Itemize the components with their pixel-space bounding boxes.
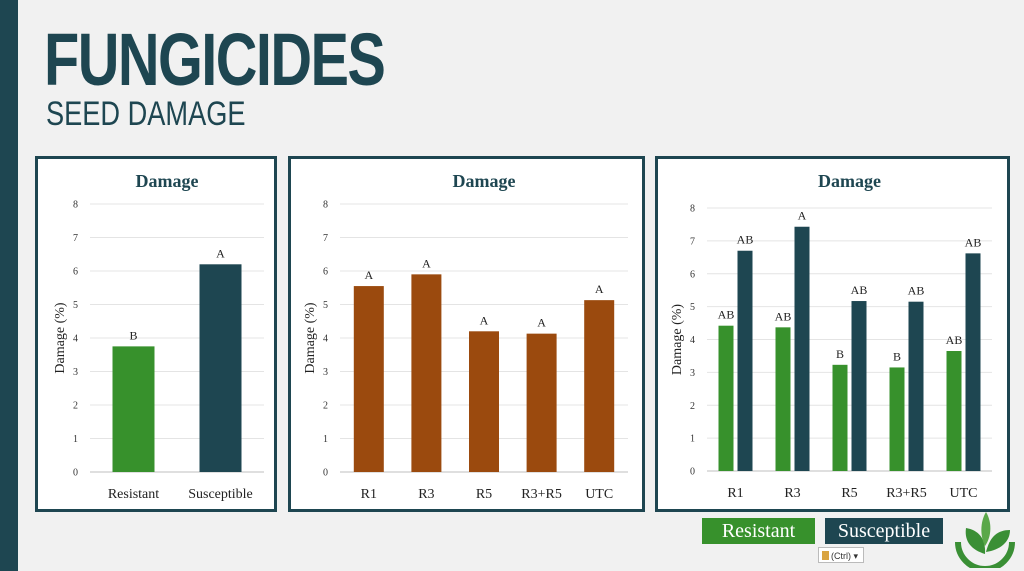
paste-options-label: (Ctrl) — [831, 551, 851, 561]
legend-resistant: Resistant — [702, 518, 815, 544]
leaf-logo-icon — [955, 512, 1015, 568]
bar — [946, 351, 962, 471]
data-label: A — [364, 268, 373, 282]
bar — [411, 274, 442, 472]
y-tick-label: 0 — [323, 468, 328, 479]
y-tick-label: 4 — [73, 334, 78, 345]
x-tick-label: R1 — [727, 486, 743, 501]
y-tick-label: 7 — [690, 236, 695, 247]
y-tick-label: 0 — [690, 467, 695, 478]
data-label: AB — [965, 235, 982, 249]
chart-svg: Damage 0 1 2 3 4 5 6 7 8 Damage (%) R1 A R3 A R5 A R3+R5 A… — [303, 171, 628, 502]
data-label: AB — [946, 333, 963, 347]
paste-options-button[interactable]: (Ctrl) ▾ — [818, 547, 864, 563]
legend-susceptible: Susceptible — [825, 518, 943, 544]
bar — [851, 301, 867, 471]
y-tick-label: 6 — [73, 267, 78, 278]
data-label: A — [595, 282, 604, 296]
y-tick-label: 5 — [690, 302, 695, 313]
y-tick-label: 1 — [323, 434, 328, 445]
chart-title: Damage — [136, 171, 199, 191]
chart-title: Damage — [453, 171, 516, 191]
chart-svg: Damage 0 1 2 3 4 5 6 7 8 Damage (%) Resistant B Susce… — [53, 171, 264, 502]
bar — [775, 327, 791, 471]
y-tick-label: 8 — [73, 200, 78, 211]
y-tick-label: 8 — [690, 204, 695, 215]
bar — [737, 250, 753, 471]
bar — [718, 325, 734, 471]
y-tick-label: 3 — [73, 367, 78, 378]
chart-title: Damage — [818, 171, 881, 191]
page-subtitle: SEED DAMAGE — [46, 95, 246, 133]
x-tick-label: R5 — [841, 486, 857, 501]
y-tick-label: 4 — [690, 335, 695, 346]
y-tick-label: 8 — [323, 200, 328, 211]
data-label: AB — [737, 233, 754, 247]
chart-panel-timing: Damage 0 1 2 3 4 5 6 7 8 Damage (%) R1 A R3 A R5 A R3+R5 A… — [288, 156, 645, 512]
data-label: B — [129, 328, 137, 342]
y-tick-label: 3 — [323, 367, 328, 378]
data-label: A — [537, 316, 546, 330]
y-axis-label: Damage (%) — [303, 302, 318, 373]
y-tick-label: 6 — [690, 269, 695, 280]
bar — [794, 226, 810, 471]
x-tick-label: R3+R5 — [886, 486, 927, 501]
y-tick-label: 7 — [73, 233, 78, 244]
data-label: AB — [908, 284, 925, 298]
x-tick-label: R5 — [476, 487, 492, 502]
y-axis-label: Damage (%) — [53, 302, 68, 373]
bar — [965, 253, 981, 471]
x-tick-label: R3+R5 — [521, 487, 562, 502]
bar — [353, 286, 384, 472]
data-label: A — [798, 209, 807, 223]
x-tick-label: R3 — [784, 486, 800, 501]
y-tick-label: 5 — [323, 300, 328, 311]
page-title: FUNGICIDES — [44, 18, 386, 101]
bar — [832, 364, 848, 471]
x-tick-label: Susceptible — [188, 487, 253, 502]
chart-panel-cultivar: Damage 0 1 2 3 4 5 6 7 8 Damage (%) Resistant B Susce… — [35, 156, 277, 512]
y-tick-label: 2 — [690, 401, 695, 412]
data-label: AB — [718, 308, 735, 322]
bar — [199, 264, 242, 472]
x-tick-label: UTC — [585, 487, 613, 502]
y-tick-label: 2 — [73, 401, 78, 412]
bar — [469, 331, 499, 472]
data-label: A — [422, 256, 431, 270]
bar — [526, 333, 557, 472]
data-label: B — [836, 347, 844, 361]
x-tick-label: R1 — [361, 487, 377, 502]
y-tick-label: 4 — [323, 334, 328, 345]
left-accent-bar — [0, 0, 18, 571]
y-tick-label: 5 — [73, 300, 78, 311]
y-tick-label: 7 — [323, 233, 328, 244]
chart-panel-interaction: Damage 0 1 2 3 4 5 6 7 8 Damage (%) R1 AB AB R3 AB A R5 B A… — [655, 156, 1010, 512]
y-tick-label: 1 — [73, 434, 78, 445]
data-label: AB — [851, 283, 868, 297]
bar — [889, 367, 905, 471]
bar — [908, 301, 924, 471]
x-tick-label: R3 — [418, 487, 434, 502]
chart-svg: Damage 0 1 2 3 4 5 6 7 8 Damage (%) R1 AB AB R3 AB A R5 B A… — [670, 171, 992, 501]
y-tick-label: 6 — [323, 267, 328, 278]
y-axis-label: Damage (%) — [670, 304, 685, 375]
x-tick-label: Resistant — [108, 487, 159, 502]
clipboard-icon — [822, 551, 829, 560]
y-tick-label: 1 — [690, 434, 695, 445]
bar — [112, 346, 155, 472]
y-tick-label: 0 — [73, 468, 78, 479]
data-label: AB — [775, 309, 792, 323]
data-label: B — [893, 349, 901, 363]
y-tick-label: 3 — [690, 368, 695, 379]
y-tick-label: 2 — [323, 401, 328, 412]
bar — [584, 300, 615, 472]
data-label: A — [480, 313, 489, 327]
data-label: A — [216, 246, 225, 260]
x-tick-label: UTC — [950, 486, 978, 501]
